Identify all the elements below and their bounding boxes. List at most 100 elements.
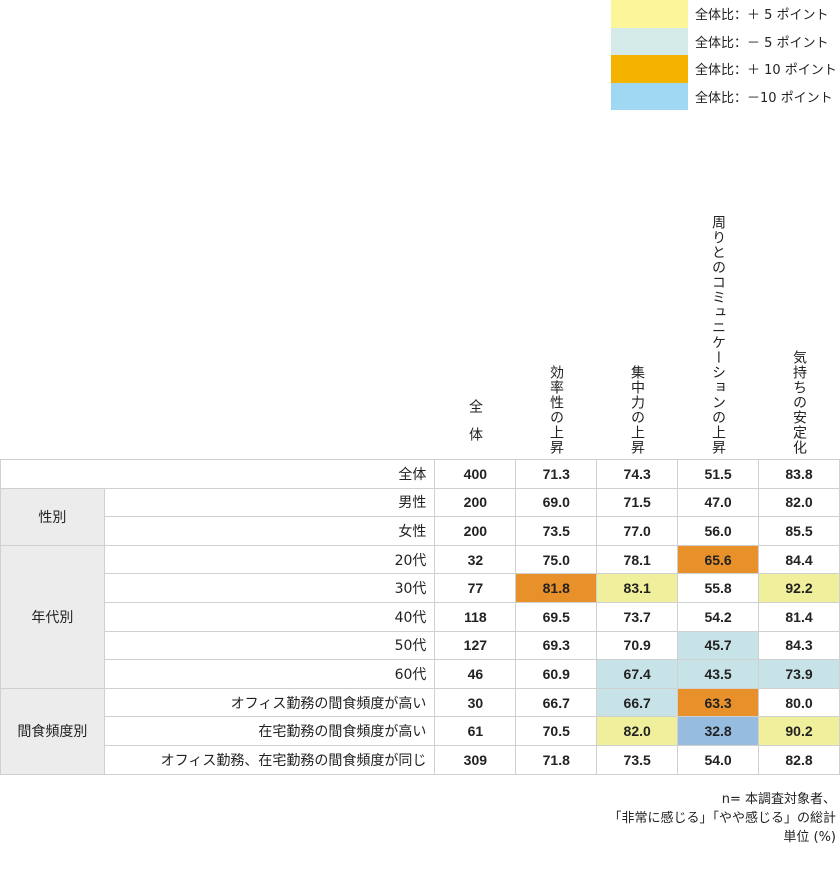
value-cell: 71.8 xyxy=(515,744,598,775)
legend-swatch xyxy=(611,0,688,28)
value-cell: 69.0 xyxy=(515,487,598,518)
value-cell: 83.1 xyxy=(596,573,679,603)
value-cell: 69.5 xyxy=(515,601,598,632)
row-label: 全体 xyxy=(0,459,436,489)
legend: 全体比：＋ 5 ポイント 全体比：－ 5 ポイント 全体比：＋ 10 ポイント 全体比… xyxy=(611,0,840,110)
value-cell: 47.0 xyxy=(677,487,760,518)
value-cell: 71.5 xyxy=(596,487,679,518)
value-cell: 77.0 xyxy=(596,516,679,546)
value-cell: 83.8 xyxy=(758,459,840,489)
n-cell: 309 xyxy=(434,744,517,775)
value-cell: 65.6 xyxy=(677,544,760,575)
value-cell: 81.4 xyxy=(758,601,840,632)
value-cell: 70.5 xyxy=(515,716,598,746)
value-cell: 63.3 xyxy=(677,687,760,718)
value-cell: 66.7 xyxy=(515,687,598,718)
column-header: 気持ちの安定化 xyxy=(791,350,807,455)
column-header: 効率性の上昇 xyxy=(548,365,564,455)
legend-swatch xyxy=(611,27,688,55)
value-cell: 81.8 xyxy=(515,573,598,603)
legend-item: 全体比：＋ 10 ポイント xyxy=(611,55,840,83)
value-cell: 80.0 xyxy=(758,687,840,718)
n-cell: 61 xyxy=(434,716,517,746)
results-table: 全体 400 71.3 74.3 51.5 83.8 性別 男性 200 69.0 71.5 47.0… xyxy=(0,459,840,775)
value-cell: 82.0 xyxy=(596,716,679,746)
legend-label: 全体比：－ 5 ポイント xyxy=(695,35,829,51)
value-cell: 54.0 xyxy=(677,744,760,775)
table-row: 全体 400 71.3 74.3 51.5 83.8 xyxy=(0,459,840,489)
legend-item: 全体比：＋ 5 ポイント xyxy=(611,0,840,28)
value-cell: 66.7 xyxy=(596,687,679,718)
value-cell: 75.0 xyxy=(515,544,598,575)
legend-swatch xyxy=(611,82,688,110)
group-label: 性別 xyxy=(0,487,105,546)
n-cell: 400 xyxy=(434,459,517,489)
value-cell: 85.5 xyxy=(758,516,840,546)
table-row: 40代 118 69.5 73.7 54.2 81.4 xyxy=(1,601,840,632)
row-label: 在宅勤務の間食頻度が高い xyxy=(103,716,436,746)
footnotes: n= 本調査対象者、 「非常に感じる」「やや感じる」の総計 単位 (%) xyxy=(608,790,836,847)
column-header: 周りとのコミュニケーションの上昇 xyxy=(710,215,726,455)
table-row: 間食頻度別 オフィス勤務の間食頻度が高い 30 66.7 66.7 63.3 80.0 xyxy=(0,687,840,775)
value-cell: 56.0 xyxy=(677,516,760,546)
row-label: 女性 xyxy=(103,516,436,546)
row-label: 40代 xyxy=(103,601,436,632)
table-row: 30代 77 81.8 83.1 55.8 92.2 xyxy=(1,573,840,603)
table-row: 性別 男性 200 69.0 71.5 47.0 82.0 xyxy=(0,487,840,546)
legend-label: 全体比：＋ 5 ポイント xyxy=(695,8,829,24)
value-cell: 45.7 xyxy=(677,630,760,661)
value-cell: 73.9 xyxy=(758,659,840,689)
n-cell: 46 xyxy=(434,659,517,689)
value-cell: 84.3 xyxy=(758,630,840,661)
note-definition: 「非常に感じる」「やや感じる」の総計 xyxy=(608,811,836,826)
value-cell: 74.3 xyxy=(596,459,679,489)
note-n: n= 本調査対象者、 xyxy=(721,792,836,807)
table-row: 在宅勤務の間食頻度が高い 61 70.5 82.0 32.8 90.2 xyxy=(1,716,840,746)
table-row: 年代別 20代 32 75.0 78.1 65.6 84.4 xyxy=(0,544,840,689)
table-row: 60代 46 60.9 67.4 43.5 73.9 xyxy=(1,659,840,689)
n-cell: 200 xyxy=(434,487,517,518)
value-cell: 54.2 xyxy=(677,601,760,632)
n-cell: 30 xyxy=(434,687,517,718)
column-header: 全体 xyxy=(467,399,483,455)
row-label: 20代 xyxy=(103,544,436,575)
row-label: オフィス勤務、在宅勤務の間食頻度が同じ xyxy=(103,744,436,775)
n-cell: 77 xyxy=(434,573,517,603)
n-cell: 127 xyxy=(434,630,517,661)
n-cell: 32 xyxy=(434,544,517,575)
value-cell: 70.9 xyxy=(596,630,679,661)
row-label: 60代 xyxy=(103,659,436,689)
value-cell: 71.3 xyxy=(515,459,598,489)
n-cell: 200 xyxy=(434,516,517,546)
value-cell: 73.5 xyxy=(515,516,598,546)
value-cell: 51.5 xyxy=(677,459,760,489)
value-cell: 82.0 xyxy=(758,487,840,518)
legend-label: 全体比：＋ 10 ポイント xyxy=(695,63,837,79)
legend-item: 全体比：－ 5 ポイント xyxy=(611,27,840,55)
row-label: 30代 xyxy=(103,573,436,603)
value-cell: 78.1 xyxy=(596,544,679,575)
row-label: 男性 xyxy=(103,487,436,518)
table-row: 50代 127 69.3 70.9 45.7 84.3 xyxy=(1,630,840,661)
row-label: オフィス勤務の間食頻度が高い xyxy=(103,687,436,718)
row-label: 50代 xyxy=(103,630,436,661)
value-cell: 60.9 xyxy=(515,659,598,689)
value-cell: 82.8 xyxy=(758,744,840,775)
legend-label: 全体比：－10 ポイント xyxy=(695,90,833,106)
column-header: 集中力の上昇 xyxy=(629,365,645,455)
value-cell: 67.4 xyxy=(596,659,679,689)
table-row: オフィス勤務、在宅勤務の間食頻度が同じ 309 71.8 73.5 54.0 82.8 xyxy=(1,744,840,775)
value-cell: 84.4 xyxy=(758,544,840,575)
value-cell: 90.2 xyxy=(758,716,840,746)
value-cell: 32.8 xyxy=(677,716,760,746)
note-unit: 単位 (%) xyxy=(783,830,836,845)
value-cell: 43.5 xyxy=(677,659,760,689)
value-cell: 73.5 xyxy=(596,744,679,775)
group-label: 年代別 xyxy=(0,544,105,689)
value-cell: 73.7 xyxy=(596,601,679,632)
value-cell: 92.2 xyxy=(758,573,840,603)
n-cell: 118 xyxy=(434,601,517,632)
legend-item: 全体比：－10 ポイント xyxy=(611,82,840,110)
value-cell: 55.8 xyxy=(677,573,760,603)
group-label: 間食頻度別 xyxy=(0,687,105,775)
